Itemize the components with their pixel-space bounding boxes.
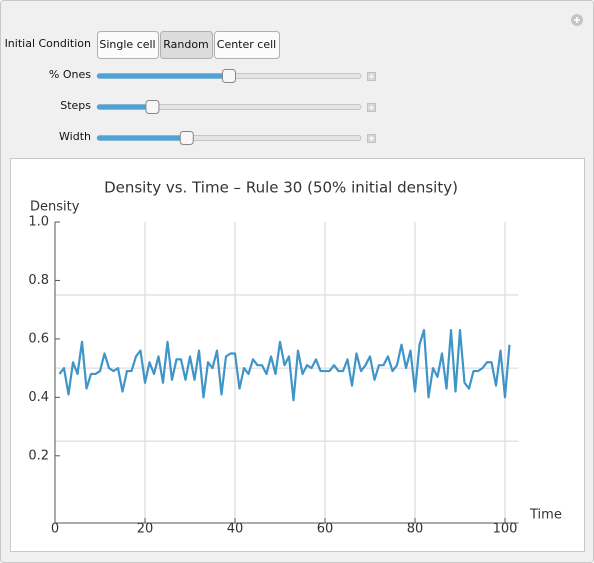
slider-expand-plus [369,136,374,141]
slider-fill [97,104,153,110]
slider-thumb[interactable] [145,100,160,114]
slider-label: Steps [60,99,91,112]
option-button[interactable] [97,31,159,59]
y-tick-label: 0.6 [28,331,49,346]
x-tick-label: 0 [51,522,59,537]
option-label: Center cell [217,38,276,51]
option-button[interactable] [160,31,213,59]
y-tick-label: 0.2 [28,448,49,463]
x-tick-label: 80 [407,522,424,537]
slider-label: Width [59,130,91,143]
chart-title: Density vs. Time – Rule 30 (50% initial … [104,179,458,197]
x-tick-label: 100 [493,522,518,537]
x-tick-label: 60 [317,522,334,537]
y-axis-label: Density [30,200,80,215]
option-label: Single cell [99,38,155,51]
slider-fill [97,73,229,79]
options-plus [574,17,580,23]
option-label: Random [163,38,209,51]
y-tick-label: 0.8 [28,273,49,288]
slider-fill [97,135,187,141]
slider-thumb[interactable] [222,69,236,83]
slider-thumb[interactable] [179,131,194,145]
x-tick-label: 40 [227,522,244,537]
x-axis-label: Time [529,508,562,523]
slider-label: % Ones [49,68,91,81]
x-tick-label: 20 [137,522,154,537]
data-line [58,329,511,402]
slider-expand-plus [369,105,374,110]
option-button[interactable] [214,31,280,59]
slider-expand-plus [369,74,374,79]
y-tick-label: 1.0 [28,215,49,230]
y-tick-label: 0.4 [28,390,49,405]
control-label: Initial Condition [5,37,91,50]
